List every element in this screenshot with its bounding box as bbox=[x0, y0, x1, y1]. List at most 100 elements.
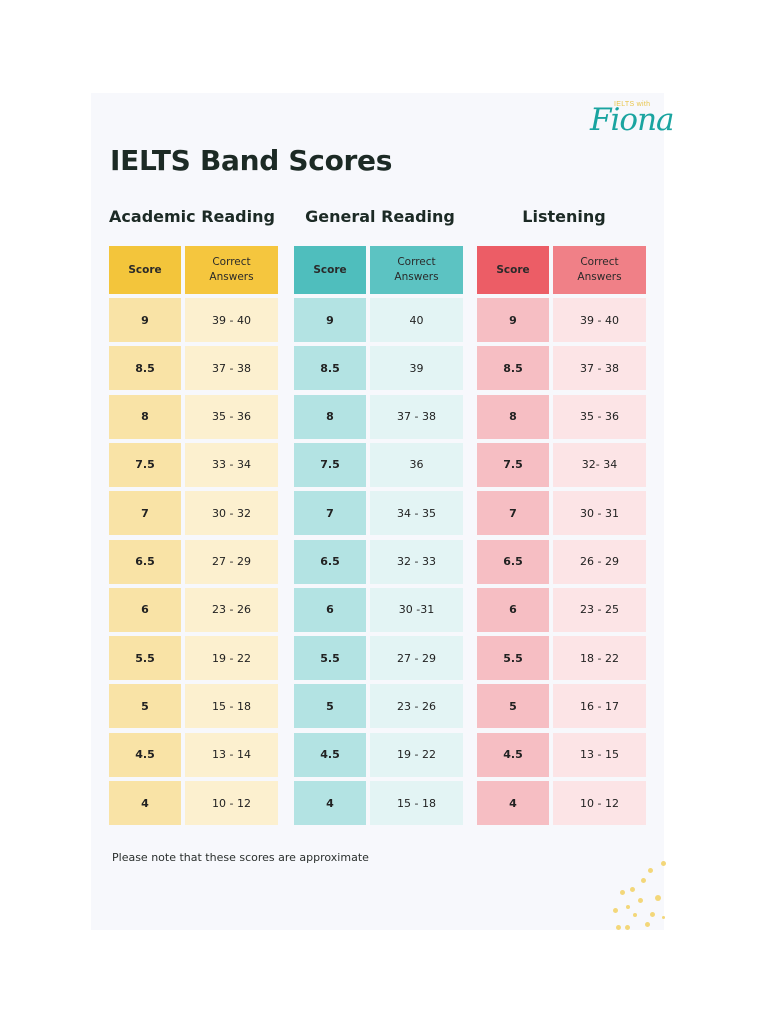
decorative-dot bbox=[620, 890, 625, 895]
band-score-cell: 8 bbox=[294, 394, 366, 439]
correct-answers-cell: 15 - 18 bbox=[370, 781, 463, 825]
header-correct-answers-academic: Correct Answers bbox=[185, 246, 278, 294]
correct-answers-cell: 16 - 17 bbox=[553, 684, 646, 729]
band-score-cell: 4 bbox=[477, 781, 549, 825]
decorative-dot bbox=[655, 895, 661, 901]
header-line: Correct bbox=[397, 256, 436, 268]
band-score-cell: 8.5 bbox=[109, 346, 181, 391]
band-score-cell: 8 bbox=[109, 394, 181, 439]
decorative-dot bbox=[662, 916, 665, 919]
correct-answers-cell: 18 - 22 bbox=[553, 636, 646, 681]
band-score-cell: 8.5 bbox=[477, 346, 549, 391]
band-score-cell: 5 bbox=[109, 684, 181, 729]
correct-answers-cell: 19 - 22 bbox=[185, 636, 278, 681]
correct-answers-cell: 36 bbox=[370, 442, 463, 487]
section-title-academic: Academic Reading bbox=[109, 207, 275, 226]
band-score-cell: 7.5 bbox=[294, 442, 366, 487]
decorative-dot bbox=[645, 922, 650, 927]
correct-answers-cell: 39 - 40 bbox=[185, 298, 278, 342]
decorative-dot bbox=[616, 925, 621, 930]
band-score-cell: 5.5 bbox=[477, 636, 549, 681]
band-score-cell: 6.5 bbox=[477, 539, 549, 584]
page-title: IELTS Band Scores bbox=[110, 144, 393, 177]
correct-answers-cell: 37 - 38 bbox=[370, 394, 463, 439]
band-score-cell: 7 bbox=[477, 491, 549, 536]
logo-script-text: Fiona bbox=[590, 102, 675, 138]
band-score-cell: 6 bbox=[109, 587, 181, 632]
decorative-dot bbox=[626, 905, 630, 909]
band-score-cell: 7.5 bbox=[109, 442, 181, 487]
decorative-dot bbox=[648, 868, 653, 873]
band-score-cell: 4 bbox=[294, 781, 366, 825]
correct-answers-cell: 32 - 33 bbox=[370, 539, 463, 584]
correct-answers-cell: 32- 34 bbox=[553, 442, 646, 487]
band-score-cell: 5.5 bbox=[294, 636, 366, 681]
correct-answers-cell: 33 - 34 bbox=[185, 442, 278, 487]
correct-answers-cell: 30 - 32 bbox=[185, 491, 278, 536]
correct-answers-cell: 13 - 14 bbox=[185, 732, 278, 777]
header-score-general: Score bbox=[294, 246, 366, 294]
band-score-cell: 9 bbox=[477, 298, 549, 342]
band-score-cell: 5.5 bbox=[109, 636, 181, 681]
band-score-cell: 7 bbox=[294, 491, 366, 536]
header-line: Answers bbox=[209, 271, 254, 283]
decorative-dot bbox=[625, 925, 630, 930]
correct-answers-cell: 23 - 25 bbox=[553, 587, 646, 632]
band-score-cell: 9 bbox=[294, 298, 366, 342]
decorative-dot bbox=[641, 878, 646, 883]
header-line: Answers bbox=[394, 271, 439, 283]
approximate-note: Please note that these scores are approx… bbox=[112, 851, 369, 864]
decorative-dot bbox=[613, 908, 618, 913]
correct-answers-cell: 30 -31 bbox=[370, 587, 463, 632]
correct-answers-cell: 10 - 12 bbox=[553, 781, 646, 825]
correct-answers-cell: 15 - 18 bbox=[185, 684, 278, 729]
decorative-dot bbox=[638, 898, 643, 903]
header-score-listening: Score bbox=[477, 246, 549, 294]
band-score-cell: 8 bbox=[477, 394, 549, 439]
correct-answers-cell: 40 bbox=[370, 298, 463, 342]
band-score-cell: 8.5 bbox=[294, 346, 366, 391]
band-score-cell: 6 bbox=[294, 587, 366, 632]
band-score-cell: 7 bbox=[109, 491, 181, 536]
band-score-cell: 5 bbox=[477, 684, 549, 729]
correct-answers-cell: 19 - 22 bbox=[370, 732, 463, 777]
band-score-cell: 7.5 bbox=[477, 442, 549, 487]
header-line: Correct bbox=[580, 256, 619, 268]
correct-answers-cell: 37 - 38 bbox=[185, 346, 278, 391]
correct-answers-cell: 34 - 35 bbox=[370, 491, 463, 536]
decorative-dot bbox=[650, 912, 655, 917]
header-score-academic: Score bbox=[109, 246, 181, 294]
logo-small-text: IELTS with bbox=[614, 101, 651, 108]
correct-answers-cell: 27 - 29 bbox=[185, 539, 278, 584]
correct-answers-cell: 35 - 36 bbox=[553, 394, 646, 439]
band-score-cell: 9 bbox=[109, 298, 181, 342]
correct-answers-cell: 13 - 15 bbox=[553, 732, 646, 777]
correct-answers-cell: 30 - 31 bbox=[553, 491, 646, 536]
band-score-cell: 6 bbox=[477, 587, 549, 632]
decorative-dot bbox=[630, 887, 635, 892]
correct-answers-cell: 27 - 29 bbox=[370, 636, 463, 681]
correct-answers-cell: 23 - 26 bbox=[185, 587, 278, 632]
correct-answers-cell: 39 - 40 bbox=[553, 298, 646, 342]
header-correct-answers-listening: Correct Answers bbox=[553, 246, 646, 294]
header-line: Correct bbox=[212, 256, 251, 268]
band-score-cell: 5 bbox=[294, 684, 366, 729]
ielts-with-fiona-logo: Fiona IELTS with bbox=[590, 98, 675, 148]
section-title-general: General Reading bbox=[305, 207, 455, 226]
correct-answers-cell: 39 bbox=[370, 346, 463, 391]
band-score-cell: 4.5 bbox=[109, 732, 181, 777]
band-score-cell: 4.5 bbox=[477, 732, 549, 777]
correct-answers-cell: 26 - 29 bbox=[553, 539, 646, 584]
decorative-dot bbox=[633, 913, 637, 917]
correct-answers-cell: 10 - 12 bbox=[185, 781, 278, 825]
correct-answers-cell: 23 - 26 bbox=[370, 684, 463, 729]
band-score-cell: 4 bbox=[109, 781, 181, 825]
decorative-dot bbox=[661, 861, 666, 866]
correct-answers-cell: 35 - 36 bbox=[185, 394, 278, 439]
band-score-cell: 4.5 bbox=[294, 732, 366, 777]
section-title-listening: Listening bbox=[522, 207, 606, 226]
band-score-cell: 6.5 bbox=[294, 539, 366, 584]
band-score-cell: 6.5 bbox=[109, 539, 181, 584]
correct-answers-cell: 37 - 38 bbox=[553, 346, 646, 391]
header-correct-answers-general: Correct Answers bbox=[370, 246, 463, 294]
